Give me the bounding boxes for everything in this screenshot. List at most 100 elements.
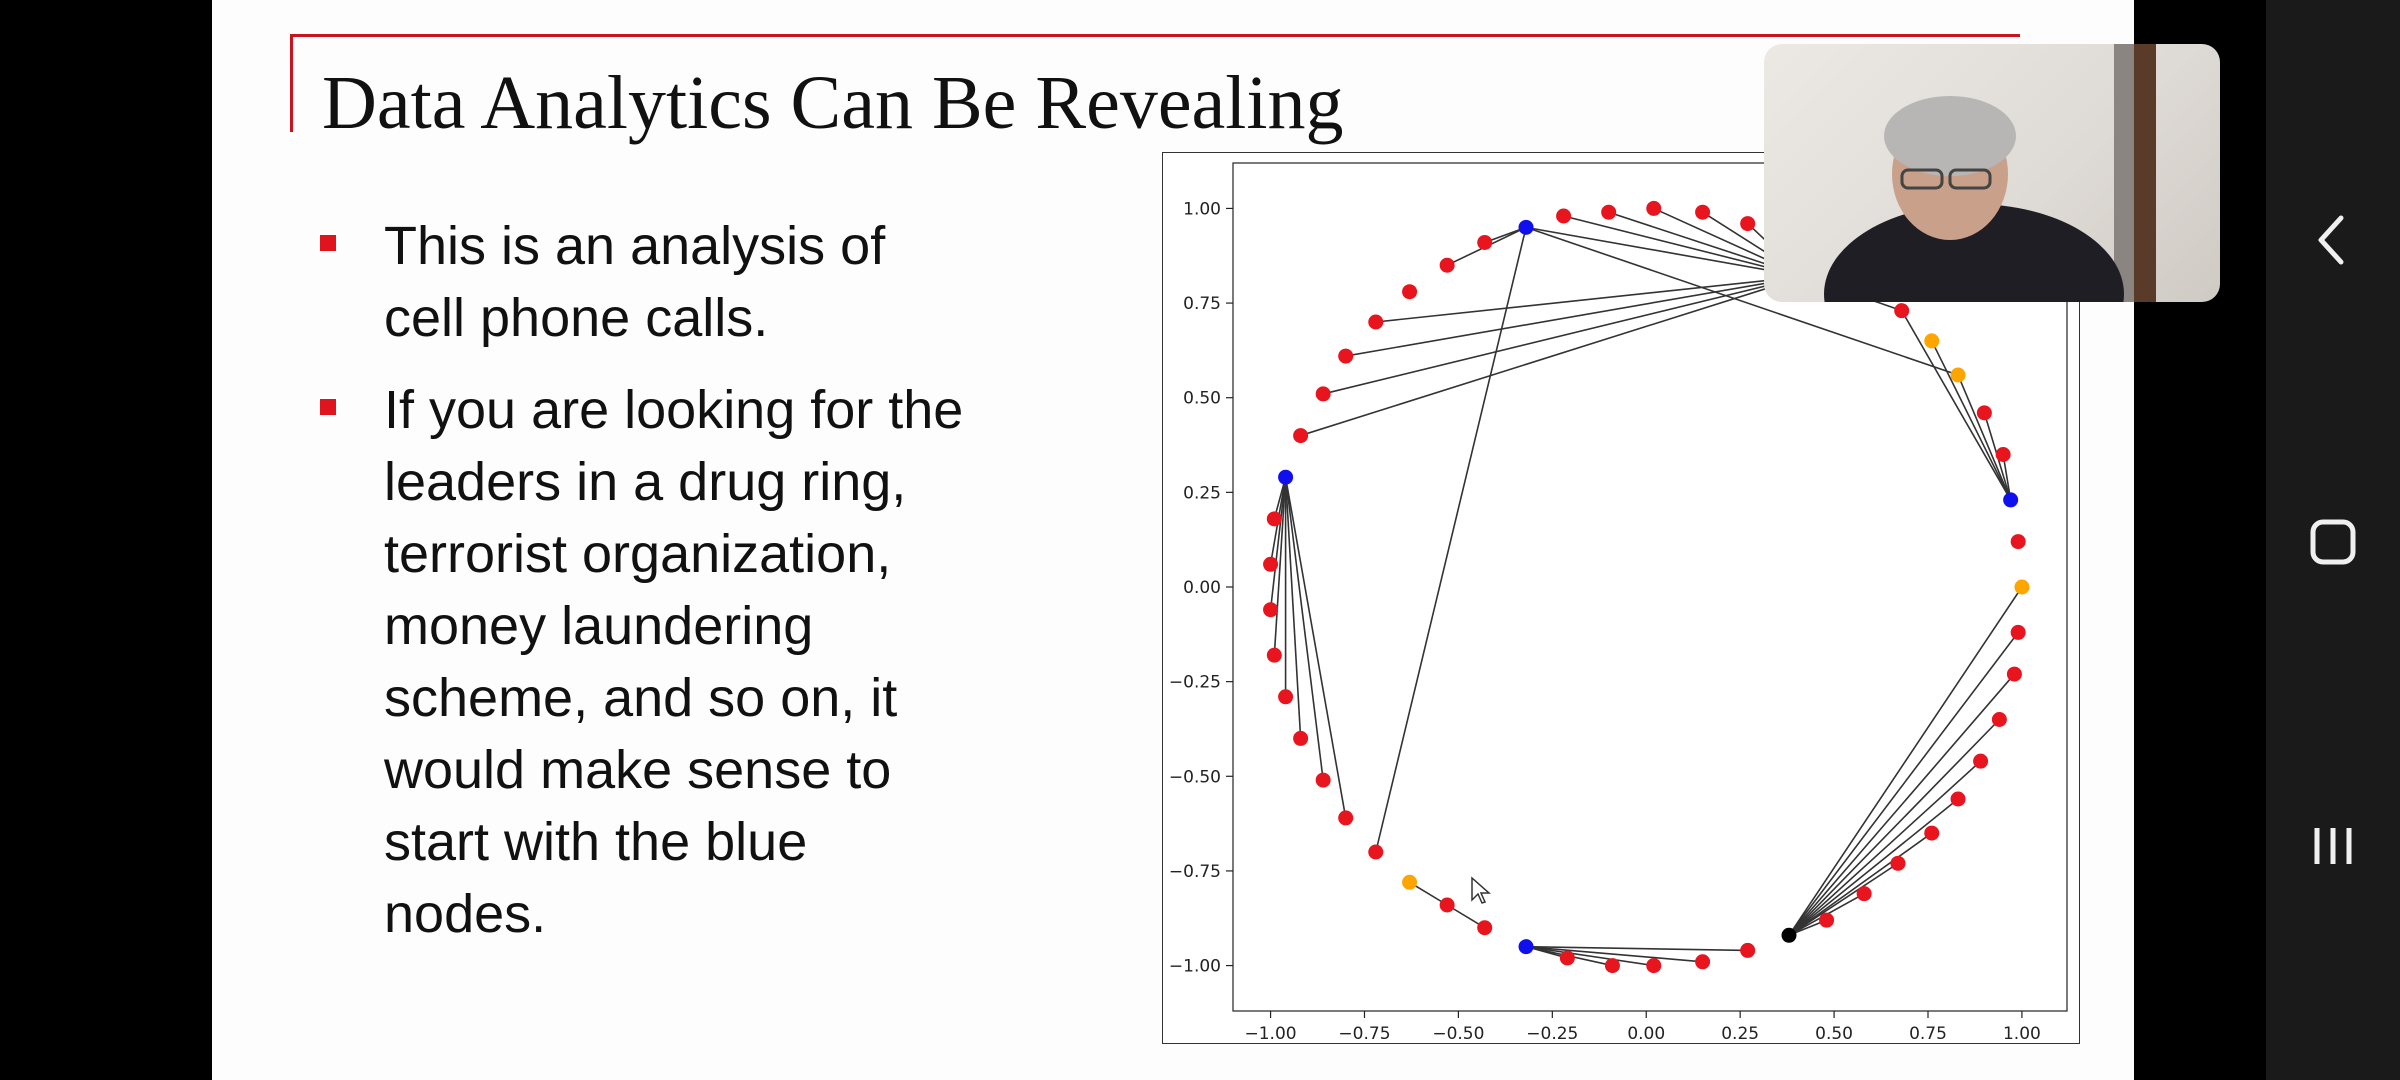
network-edge bbox=[1788, 718, 2000, 936]
network-node-red bbox=[1950, 791, 1966, 807]
bullet-list: This is an analysis of cell phone calls.… bbox=[320, 210, 1000, 970]
home-button[interactable] bbox=[2293, 502, 2373, 582]
network-edge bbox=[1526, 945, 1748, 952]
network-node-red bbox=[1646, 958, 1662, 974]
network-edge bbox=[1788, 631, 2019, 936]
network-node-red bbox=[1646, 200, 1662, 216]
network-node-red bbox=[1315, 386, 1331, 402]
network-node-red bbox=[1477, 920, 1493, 936]
network-node-red bbox=[1973, 753, 1989, 769]
network-node-red bbox=[1477, 235, 1493, 250]
network-node-red bbox=[1338, 810, 1354, 826]
y-tick-label: −0.25 bbox=[1169, 673, 1221, 693]
webcam-video-overlay[interactable] bbox=[1764, 44, 2220, 302]
network-node-red bbox=[1604, 958, 1620, 974]
network-node-red bbox=[1315, 772, 1331, 788]
network-node-red bbox=[1368, 314, 1384, 330]
y-tick-label: 0.25 bbox=[1183, 483, 1221, 503]
network-edge bbox=[1788, 832, 1933, 936]
network-node-red bbox=[1740, 216, 1756, 232]
network-node-red bbox=[1556, 208, 1572, 224]
network-edge bbox=[1788, 760, 1982, 936]
network-node-red bbox=[1695, 204, 1711, 220]
network-edge bbox=[1284, 477, 1302, 739]
network-node-red bbox=[1293, 730, 1309, 746]
network-edge bbox=[1931, 340, 2012, 501]
network-edge bbox=[1788, 798, 1959, 936]
network-node-black bbox=[1781, 927, 1797, 943]
x-tick-label: −0.25 bbox=[1526, 1024, 1578, 1043]
network-node-red bbox=[1890, 855, 1906, 871]
bullet-square-icon bbox=[320, 399, 336, 415]
network-node-red bbox=[1924, 825, 1940, 841]
x-tick-label: 0.00 bbox=[1627, 1024, 1665, 1043]
slide-title: Data Analytics Can Be Revealing bbox=[322, 61, 1344, 145]
network-edge bbox=[1374, 227, 1527, 853]
network-node-red bbox=[1266, 647, 1282, 663]
x-tick-label: −1.00 bbox=[1245, 1024, 1297, 1043]
x-tick-label: −0.75 bbox=[1338, 1024, 1390, 1043]
network-node-red bbox=[1402, 284, 1418, 300]
network-edge bbox=[1322, 275, 1805, 395]
network-edge bbox=[1957, 374, 2012, 501]
network-edge bbox=[1788, 673, 2016, 936]
bullet-item: This is an analysis of cell phone calls. bbox=[320, 210, 1000, 354]
network-edge bbox=[1375, 275, 1805, 323]
network-node-red bbox=[1695, 954, 1711, 970]
bullet-text: If you are looking for the leaders in a … bbox=[384, 380, 964, 944]
network-edge bbox=[1269, 477, 1287, 610]
network-node-blue bbox=[1278, 469, 1294, 485]
network-node-orange bbox=[1402, 874, 1418, 890]
network-node-red bbox=[1338, 348, 1354, 364]
network-edge bbox=[1273, 477, 1287, 656]
x-tick-label: 0.75 bbox=[1909, 1024, 1947, 1043]
network-edge bbox=[1284, 477, 1347, 819]
network-node-red bbox=[1368, 844, 1384, 860]
y-tick-label: −0.50 bbox=[1169, 767, 1221, 787]
network-node-red bbox=[1439, 897, 1455, 913]
network-node-red bbox=[1559, 950, 1575, 966]
back-button[interactable] bbox=[2293, 200, 2373, 280]
network-node-red bbox=[1894, 303, 1910, 319]
network-node-red bbox=[2010, 534, 2026, 550]
network-node-blue bbox=[1518, 939, 1534, 955]
network-edge bbox=[1284, 477, 1324, 781]
network-node-blue bbox=[1518, 219, 1534, 235]
network-node-red bbox=[1293, 428, 1309, 444]
android-navigation-bar bbox=[2266, 0, 2400, 1080]
network-node-orange bbox=[1950, 367, 1966, 383]
recents-button[interactable] bbox=[2293, 806, 2373, 886]
y-tick-label: −0.75 bbox=[1169, 862, 1221, 882]
network-node-red bbox=[1819, 912, 1835, 928]
network-edge bbox=[1563, 215, 1805, 278]
network-node-red bbox=[1263, 556, 1279, 572]
bullet-item: If you are looking for the leaders in a … bbox=[320, 374, 1000, 950]
bullet-text: This is an analysis of cell phone calls. bbox=[384, 216, 886, 348]
network-node-red bbox=[2006, 666, 2022, 682]
network-node-red bbox=[1439, 257, 1455, 273]
network-node-orange bbox=[1924, 333, 1940, 349]
x-tick-label: −0.50 bbox=[1432, 1024, 1484, 1043]
bullet-square-icon bbox=[320, 235, 336, 251]
y-tick-label: 1.00 bbox=[1183, 199, 1221, 219]
network-edge bbox=[1788, 862, 1899, 936]
person-video-icon bbox=[1824, 44, 2156, 302]
y-tick-label: 0.00 bbox=[1183, 578, 1221, 598]
network-node-red bbox=[1976, 405, 1992, 421]
x-tick-label: 0.25 bbox=[1721, 1024, 1759, 1043]
network-node-red bbox=[1991, 712, 2007, 727]
network-plot-svg: −1.00 −0.75 −0.50 −0.25 0.00 0.25 0.50 0.75 1.00… bbox=[1169, 162, 2068, 1043]
network-edge bbox=[1788, 586, 2023, 936]
network-edge bbox=[1300, 275, 1805, 437]
network-node-red bbox=[1740, 942, 1756, 958]
title-rule-line bbox=[290, 34, 2020, 37]
network-edge bbox=[1525, 226, 1959, 376]
network-node-red bbox=[2010, 624, 2026, 640]
network-edge bbox=[1901, 310, 2012, 501]
network-edge bbox=[1525, 945, 1703, 963]
x-tick-label: 0.50 bbox=[1815, 1024, 1853, 1043]
title-rule-tick bbox=[290, 34, 293, 132]
y-tick-label: −1.00 bbox=[1169, 957, 1221, 977]
network-node-red bbox=[1266, 511, 1282, 527]
network-node-blue bbox=[2003, 492, 2019, 508]
